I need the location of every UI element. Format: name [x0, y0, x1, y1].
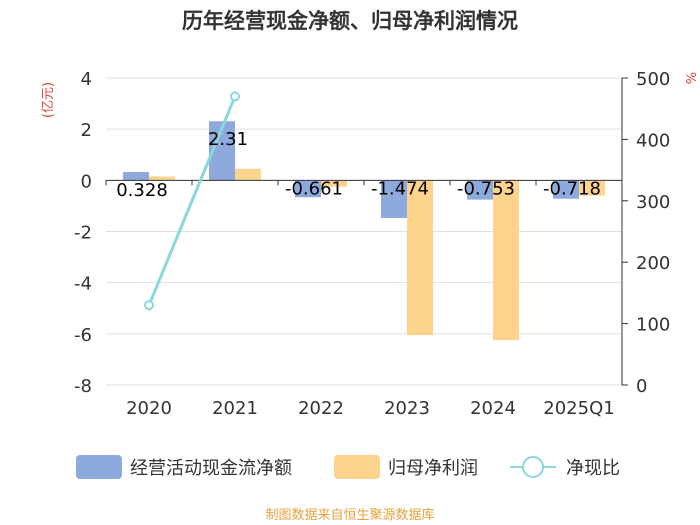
- bars: [123, 121, 605, 341]
- left-tick-label: -8: [74, 376, 92, 397]
- cashflow-data-label: -0.718: [543, 178, 601, 199]
- category-label: 2025Q1: [543, 398, 614, 419]
- legend-label: 归母净利润: [388, 458, 478, 479]
- cashflow-bar: [381, 180, 407, 219]
- left-tick-label: 2: [81, 120, 92, 141]
- source-footer: 制图数据来自恒生聚源数据库: [265, 507, 434, 523]
- cashflow-bar: [123, 171, 149, 181]
- netprofit-bar: [407, 180, 433, 336]
- right-axis-unit: %: [682, 72, 697, 84]
- cashflow-data-label: 0.328: [116, 180, 168, 201]
- legend-swatch: [334, 455, 380, 479]
- cashflow-data-label: -0.753: [457, 178, 515, 199]
- right-tick-label: 100: [636, 315, 670, 336]
- left-tick-label: 0: [81, 171, 92, 192]
- legend: 经营活动现金流净额 归母净利润 净现比: [76, 455, 620, 479]
- data-labels: 0.328 2.31 -0.661 -1.474 -0.753 -0.718: [116, 129, 601, 201]
- cashflow-data-label: -1.474: [371, 178, 429, 199]
- cashflow-bar: [553, 180, 579, 199]
- legend-marker: [522, 456, 544, 478]
- legend-label: 经营活动现金流净额: [130, 458, 292, 479]
- right-tick-label: 300: [636, 192, 670, 213]
- chart-title: 历年经营现金净额、归母净利润情况: [182, 9, 518, 33]
- gridlines: [106, 77, 622, 386]
- cashflow-bar: [295, 180, 321, 198]
- left-tick-label: 4: [81, 69, 92, 90]
- right-tick-label: 200: [636, 253, 670, 274]
- legend-swatch: [76, 455, 122, 479]
- left-axis-unit: (亿元): [41, 82, 56, 118]
- category-label: 2024: [470, 398, 516, 419]
- ratio-point: [144, 300, 154, 311]
- right-tick-label: 400: [636, 130, 670, 151]
- category-labels: 2020 2021 2022 2023 2024 2025Q1: [126, 398, 615, 419]
- netprofit-bar: [149, 176, 175, 181]
- category-label: 2021: [212, 398, 258, 419]
- netprofit-bar: [493, 180, 519, 341]
- legend-label: 净现比: [566, 458, 620, 479]
- category-label: 2022: [298, 398, 344, 419]
- left-tick-label: -2: [74, 223, 92, 244]
- ratio-point: [230, 91, 240, 102]
- netprofit-bar: [235, 168, 261, 181]
- ratio-line-path: [147, 95, 237, 306]
- left-axis-ticks: 4 2 0 -2 -4 -6 -8: [74, 69, 92, 397]
- cashflow-data-label: 2.31: [208, 129, 248, 150]
- right-tick-label: 500: [636, 69, 670, 90]
- netprofit-bar: [579, 180, 605, 196]
- category-label: 2020: [126, 398, 172, 419]
- category-label: 2023: [384, 398, 430, 419]
- cashflow-data-label: -0.661: [285, 178, 343, 199]
- ratio-line: [144, 91, 240, 311]
- axes: [105, 78, 623, 385]
- netprofit-bar: [321, 180, 347, 187]
- cashflow-bar: [467, 180, 493, 200]
- right-axis-ticks: 500 400 300 200 100 0: [622, 69, 670, 397]
- left-tick-label: -6: [74, 325, 92, 346]
- right-tick-label: 0: [636, 376, 647, 397]
- left-tick-label: -4: [74, 274, 92, 295]
